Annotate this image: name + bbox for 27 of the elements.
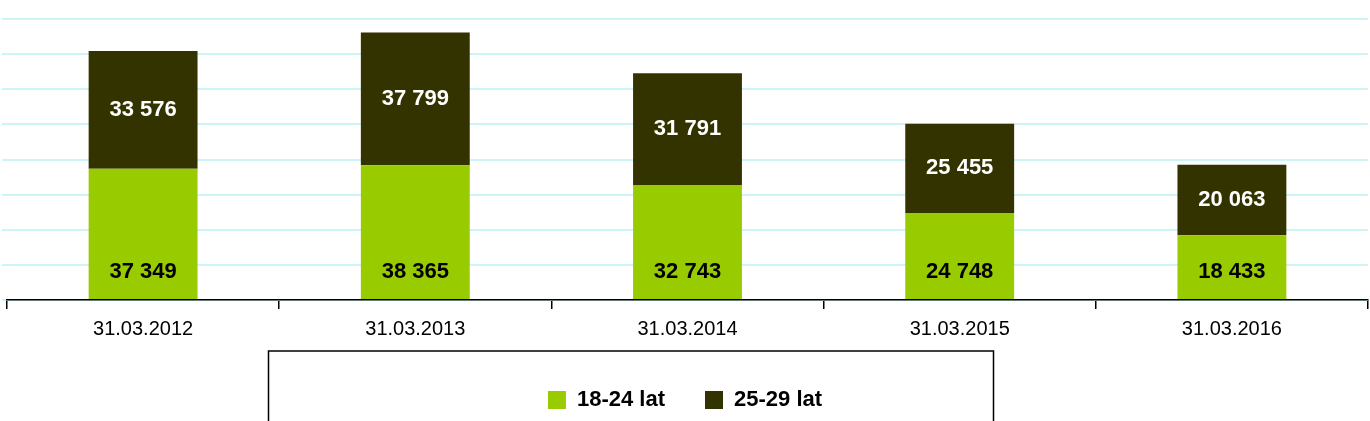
legend-label: 25-29 lat	[734, 386, 823, 412]
bar	[905, 213, 1015, 299]
data-label: 33 576	[109, 95, 177, 121]
bar	[360, 32, 470, 166]
bar	[905, 123, 1015, 214]
data-label: 24 748	[926, 258, 994, 284]
bar	[1177, 164, 1287, 236]
data-label: 37 799	[381, 84, 449, 110]
data-label: 31 791	[653, 115, 722, 141]
x-tick-label: 31.03.2016	[1181, 316, 1282, 339]
legend-label: 18-24 lat	[576, 386, 666, 412]
x-tick-label: 31.03.2012	[93, 316, 194, 339]
x-tick-label: 31.03.2014	[637, 316, 738, 339]
data-label: 18 433	[1198, 258, 1266, 284]
bar	[633, 184, 742, 299]
bar	[1177, 235, 1287, 299]
data-label: 25 455	[926, 154, 994, 180]
bar	[88, 50, 198, 169]
x-tick-label: 31.03.2013	[365, 316, 466, 339]
data-label: 38 365	[381, 258, 449, 284]
data-label: 20 063	[1198, 186, 1266, 212]
bar	[88, 168, 198, 299]
bar	[360, 165, 470, 299]
bar	[633, 73, 742, 185]
x-tick-label: 31.03.2015	[909, 316, 1010, 339]
data-label: 32 743	[653, 258, 722, 284]
data-label: 37 349	[109, 258, 177, 284]
